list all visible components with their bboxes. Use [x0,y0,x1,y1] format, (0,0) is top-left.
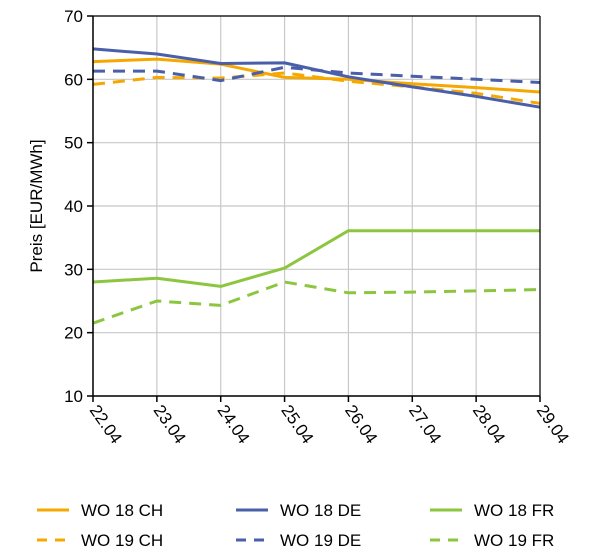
legend-item-wo-19-fr: WO 19 FR [430,531,554,550]
x-tick-label: 26.04 [341,401,381,447]
series-line-wo-19-de [93,65,541,84]
y-axis-title: Preis [EUR/MWh] [27,139,46,272]
series-line-wo-18-ch [92,57,541,94]
legend-label: WO 18 FR [474,501,554,520]
axes [87,15,541,402]
x-tick-label: 24.04 [213,401,253,447]
series-lines [92,47,541,325]
x-tick-label: 29.04 [533,401,573,447]
legend-label: WO 19 CH [81,531,163,550]
x-tick-labels: 22.04 23.04 24.04 25.04 26.04 27.04 28.04 29.04 [86,401,573,447]
series-line-wo-19-fr [92,280,541,325]
series-line-wo-18-fr [92,229,540,288]
legend-item-wo-18-de: WO 18 DE [236,501,361,520]
y-tick-label: 20 [64,324,83,343]
legend-label: WO 19 FR [474,531,554,550]
y-tick-label: 60 [64,70,83,89]
legend-item-wo-18-ch: WO 18 CH [37,501,163,520]
y-tick-labels: 10 20 30 40 50 60 70 [64,7,83,406]
y-tick-label: 40 [64,197,83,216]
y-tick-label: 30 [64,260,83,279]
legend-item-wo-18-fr: WO 18 FR [430,501,554,520]
x-tick-label: 28.04 [469,401,509,447]
legend-item-wo-19-ch: WO 19 CH [37,531,163,550]
legend-label: WO 18 CH [81,501,163,520]
legend: WO 18 CH WO 19 CH WO 18 DE WO 19 DE WO 18 FR… [37,501,554,550]
legend-label: WO 19 DE [280,531,361,550]
series-line-wo-19-ch [92,71,541,105]
x-tick-label: 25.04 [277,401,317,447]
y-tick-label: 50 [64,134,83,153]
legend-item-wo-19-de: WO 19 DE [236,531,361,550]
x-tick-label: 22.04 [86,401,126,447]
x-tick-label: 27.04 [405,401,445,447]
legend-label: WO 18 DE [280,501,361,520]
y-tick-label: 70 [64,7,83,26]
y-tick-label: 10 [64,387,83,406]
x-tick-label: 23.04 [150,401,190,447]
